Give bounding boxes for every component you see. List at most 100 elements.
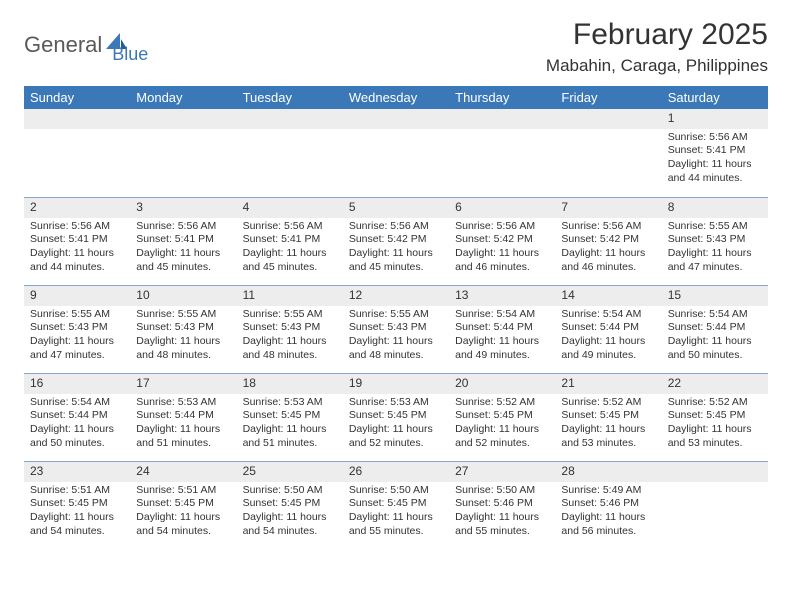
- calendar-table: Sunday Monday Tuesday Wednesday Thursday…: [24, 86, 768, 549]
- sunrise-text: Sunrise: 5:51 AM: [136, 484, 230, 498]
- day-content: Sunrise: 5:56 AMSunset: 5:41 PMDaylight:…: [130, 218, 236, 281]
- day-content: Sunrise: 5:50 AMSunset: 5:45 PMDaylight:…: [237, 482, 343, 545]
- daylight-text: Daylight: 11 hours and 48 minutes.: [243, 335, 337, 362]
- daylight-text: Daylight: 11 hours and 50 minutes.: [30, 423, 124, 450]
- daylight-text: Daylight: 11 hours and 55 minutes.: [455, 511, 549, 538]
- calendar-day-cell: 25Sunrise: 5:50 AMSunset: 5:45 PMDayligh…: [237, 461, 343, 549]
- day-content: Sunrise: 5:56 AMSunset: 5:41 PMDaylight:…: [662, 129, 768, 192]
- daylight-text: Daylight: 11 hours and 46 minutes.: [561, 247, 655, 274]
- sunrise-text: Sunrise: 5:54 AM: [30, 396, 124, 410]
- day-number-strip: [343, 109, 449, 129]
- sunset-text: Sunset: 5:45 PM: [136, 497, 230, 511]
- day-number: 27: [449, 461, 555, 482]
- calendar-day-cell: 22Sunrise: 5:52 AMSunset: 5:45 PMDayligh…: [662, 373, 768, 461]
- weekday-header: Tuesday: [237, 86, 343, 109]
- weekday-header: Thursday: [449, 86, 555, 109]
- calendar-day-cell: 10Sunrise: 5:55 AMSunset: 5:43 PMDayligh…: [130, 285, 236, 373]
- day-content: Sunrise: 5:56 AMSunset: 5:42 PMDaylight:…: [555, 218, 661, 281]
- calendar-day-cell: 7Sunrise: 5:56 AMSunset: 5:42 PMDaylight…: [555, 197, 661, 285]
- sunset-text: Sunset: 5:45 PM: [30, 497, 124, 511]
- day-content: Sunrise: 5:56 AMSunset: 5:42 PMDaylight:…: [343, 218, 449, 281]
- sunrise-text: Sunrise: 5:55 AM: [136, 308, 230, 322]
- day-number: 11: [237, 285, 343, 306]
- sunrise-text: Sunrise: 5:52 AM: [668, 396, 762, 410]
- day-content: Sunrise: 5:50 AMSunset: 5:46 PMDaylight:…: [449, 482, 555, 545]
- calendar-day-cell: [662, 461, 768, 549]
- weekday-header: Saturday: [662, 86, 768, 109]
- daylight-text: Daylight: 11 hours and 54 minutes.: [136, 511, 230, 538]
- sunset-text: Sunset: 5:45 PM: [349, 497, 443, 511]
- sunrise-text: Sunrise: 5:55 AM: [668, 220, 762, 234]
- calendar-day-cell: 8Sunrise: 5:55 AMSunset: 5:43 PMDaylight…: [662, 197, 768, 285]
- daylight-text: Daylight: 11 hours and 46 minutes.: [455, 247, 549, 274]
- daylight-text: Daylight: 11 hours and 45 minutes.: [349, 247, 443, 274]
- sunrise-text: Sunrise: 5:56 AM: [136, 220, 230, 234]
- sunrise-text: Sunrise: 5:54 AM: [668, 308, 762, 322]
- sunrise-text: Sunrise: 5:56 AM: [561, 220, 655, 234]
- sunrise-text: Sunrise: 5:52 AM: [455, 396, 549, 410]
- day-content: Sunrise: 5:56 AMSunset: 5:41 PMDaylight:…: [237, 218, 343, 281]
- day-number: 22: [662, 373, 768, 394]
- day-number-strip: [130, 109, 236, 129]
- calendar-day-cell: 17Sunrise: 5:53 AMSunset: 5:44 PMDayligh…: [130, 373, 236, 461]
- sunrise-text: Sunrise: 5:49 AM: [561, 484, 655, 498]
- daylight-text: Daylight: 11 hours and 47 minutes.: [30, 335, 124, 362]
- day-number: 15: [662, 285, 768, 306]
- calendar-week-row: 2Sunrise: 5:56 AMSunset: 5:41 PMDaylight…: [24, 197, 768, 285]
- sunrise-text: Sunrise: 5:55 AM: [349, 308, 443, 322]
- sunset-text: Sunset: 5:42 PM: [455, 233, 549, 247]
- sunrise-text: Sunrise: 5:54 AM: [455, 308, 549, 322]
- day-content: Sunrise: 5:56 AMSunset: 5:41 PMDaylight:…: [24, 218, 130, 281]
- day-number: 4: [237, 197, 343, 218]
- calendar-day-cell: [555, 109, 661, 197]
- calendar-day-cell: 28Sunrise: 5:49 AMSunset: 5:46 PMDayligh…: [555, 461, 661, 549]
- sunset-text: Sunset: 5:44 PM: [30, 409, 124, 423]
- day-content: Sunrise: 5:54 AMSunset: 5:44 PMDaylight:…: [662, 306, 768, 369]
- day-content: Sunrise: 5:51 AMSunset: 5:45 PMDaylight:…: [24, 482, 130, 545]
- calendar-day-cell: 14Sunrise: 5:54 AMSunset: 5:44 PMDayligh…: [555, 285, 661, 373]
- day-number: 23: [24, 461, 130, 482]
- sunrise-text: Sunrise: 5:56 AM: [30, 220, 124, 234]
- calendar-week-row: 9Sunrise: 5:55 AMSunset: 5:43 PMDaylight…: [24, 285, 768, 373]
- sunrise-text: Sunrise: 5:54 AM: [561, 308, 655, 322]
- day-number: 20: [449, 373, 555, 394]
- sunset-text: Sunset: 5:44 PM: [668, 321, 762, 335]
- sunrise-text: Sunrise: 5:53 AM: [349, 396, 443, 410]
- sunset-text: Sunset: 5:42 PM: [561, 233, 655, 247]
- calendar-day-cell: 20Sunrise: 5:52 AMSunset: 5:45 PMDayligh…: [449, 373, 555, 461]
- daylight-text: Daylight: 11 hours and 49 minutes.: [455, 335, 549, 362]
- calendar-day-cell: 23Sunrise: 5:51 AMSunset: 5:45 PMDayligh…: [24, 461, 130, 549]
- sunset-text: Sunset: 5:41 PM: [30, 233, 124, 247]
- sunrise-text: Sunrise: 5:55 AM: [243, 308, 337, 322]
- calendar-day-cell: [343, 109, 449, 197]
- sunset-text: Sunset: 5:46 PM: [455, 497, 549, 511]
- calendar-week-row: 23Sunrise: 5:51 AMSunset: 5:45 PMDayligh…: [24, 461, 768, 549]
- day-number: 17: [130, 373, 236, 394]
- day-content: Sunrise: 5:55 AMSunset: 5:43 PMDaylight:…: [237, 306, 343, 369]
- daylight-text: Daylight: 11 hours and 49 minutes.: [561, 335, 655, 362]
- day-number: 8: [662, 197, 768, 218]
- calendar-day-cell: 11Sunrise: 5:55 AMSunset: 5:43 PMDayligh…: [237, 285, 343, 373]
- day-number: 16: [24, 373, 130, 394]
- sunset-text: Sunset: 5:41 PM: [136, 233, 230, 247]
- sunset-text: Sunset: 5:45 PM: [243, 409, 337, 423]
- sunrise-text: Sunrise: 5:50 AM: [349, 484, 443, 498]
- calendar-day-cell: [24, 109, 130, 197]
- day-number-strip: [662, 461, 768, 482]
- logo: General Blue: [24, 18, 148, 65]
- sunset-text: Sunset: 5:43 PM: [349, 321, 443, 335]
- calendar-day-cell: [449, 109, 555, 197]
- day-content: Sunrise: 5:52 AMSunset: 5:45 PMDaylight:…: [555, 394, 661, 457]
- location-subtitle: Mabahin, Caraga, Philippines: [546, 56, 768, 76]
- daylight-text: Daylight: 11 hours and 45 minutes.: [136, 247, 230, 274]
- day-content: Sunrise: 5:51 AMSunset: 5:45 PMDaylight:…: [130, 482, 236, 545]
- day-number: 28: [555, 461, 661, 482]
- calendar-day-cell: 21Sunrise: 5:52 AMSunset: 5:45 PMDayligh…: [555, 373, 661, 461]
- day-number: 1: [662, 109, 768, 129]
- calendar-week-row: 16 Sunrise: 5:54 AMSunset: 5:44 PMDayligh…: [24, 373, 768, 461]
- weekday-header: Friday: [555, 86, 661, 109]
- day-content: Sunrise: 5:54 AMSunset: 5:44 PMDaylight:…: [555, 306, 661, 369]
- daylight-text: Daylight: 11 hours and 45 minutes.: [243, 247, 337, 274]
- day-number: 19: [343, 373, 449, 394]
- day-content: Sunrise: 5:49 AMSunset: 5:46 PMDaylight:…: [555, 482, 661, 545]
